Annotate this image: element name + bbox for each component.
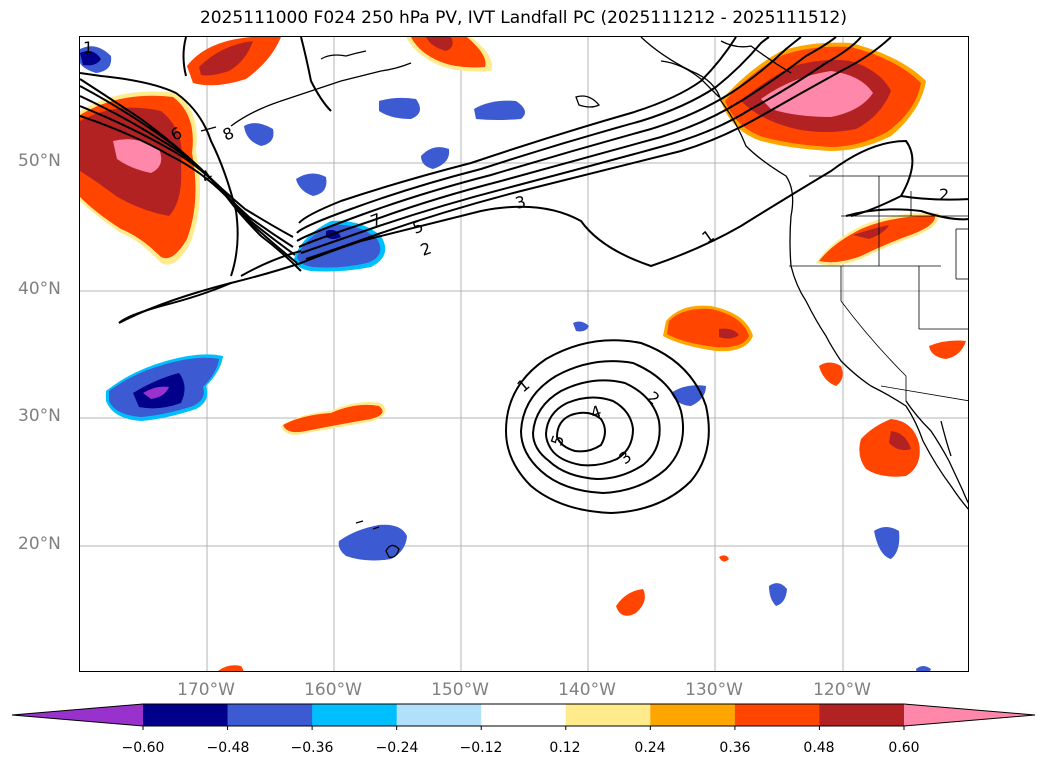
lon-label-130w: 130°W	[685, 680, 743, 700]
contour-label: 1	[83, 38, 93, 57]
ivt-contours-north	[80, 37, 968, 324]
colorbar-tick-labels: −0.60 −0.48 −0.36 −0.24 −0.12 0.12 0.24 …	[122, 740, 920, 756]
colorbar-segments	[11, 703, 1036, 730]
hawaii-island	[385, 544, 400, 558]
pv-patch-socal	[929, 340, 966, 359]
lon-label-170w: 170°W	[177, 680, 235, 700]
colorbar-tick-label: 0.12	[549, 740, 580, 756]
contour-label: 2	[939, 185, 949, 204]
state-borders	[789, 175, 968, 402]
contour-label: 3	[615, 447, 635, 468]
aleutian-islands	[230, 62, 412, 127]
lon-label-160w: 160°W	[304, 680, 362, 700]
lon-label-140w: 140°W	[558, 680, 616, 700]
contour-label: 4	[588, 401, 604, 422]
contour-label: 2	[643, 388, 663, 409]
contour-label: 1	[513, 375, 533, 396]
positive-anomaly-patches	[80, 37, 966, 671]
colorbar-tick-label: −0.60	[122, 740, 165, 756]
colorbar-segment	[396, 704, 482, 726]
lon-label-120w: 120°W	[813, 680, 871, 700]
ivt-contours-subtropical	[504, 339, 710, 515]
contour-label: 3	[513, 192, 528, 213]
colorbar-segment	[819, 704, 905, 726]
coastlines	[200, 37, 968, 558]
negative-anomaly-patches	[80, 46, 931, 671]
colorbar-segment	[650, 704, 736, 726]
contour-ring-5	[555, 411, 606, 453]
lat-label-50n: 50°N	[18, 151, 61, 171]
contour-label: 2	[418, 238, 434, 259]
contour-ring-2	[519, 360, 685, 495]
colorbar-tick-label: 0.48	[803, 740, 834, 756]
map-title: 2025111000 F024 250 hPa PV, IVT Landfall…	[199, 8, 847, 28]
lat-label-30n: 30°N	[18, 406, 61, 426]
colorbar-tick-label: −0.12	[460, 740, 503, 756]
colorbar-tick-label: −0.36	[291, 740, 334, 756]
baja-peninsula	[905, 400, 968, 504]
colorbar-tick-label: 0.36	[719, 740, 750, 756]
colorbar-segment	[734, 704, 820, 726]
contour-1-west	[80, 72, 239, 277]
north-america-coast	[640, 37, 968, 510]
colorbar-segment	[143, 704, 229, 726]
colorbar-segment	[481, 704, 567, 726]
colorbar-tick-label: −0.24	[376, 740, 419, 756]
lon-label-150w: 150°W	[431, 680, 489, 700]
colorbar-tick-label: 0.24	[634, 740, 665, 756]
lat-label-40n: 40°N	[18, 279, 61, 299]
map-plot-area: 1 6 8 4 7 5 2 3 1 2 1 2 4 5 3	[79, 36, 969, 672]
pv-patch-baja	[859, 419, 920, 477]
map-canvas: 1 6 8 4 7 5 2 3 1 2 1 2 4 5 3	[80, 37, 968, 671]
lat-label-20n: 20°N	[18, 534, 61, 554]
contour-1-outer	[118, 139, 914, 324]
contour-ring-3	[531, 379, 661, 481]
contour-ring-1	[504, 339, 710, 515]
colorbar-extend-min	[12, 704, 143, 726]
contour-label: 7	[368, 209, 384, 230]
colorbar-extend-max	[904, 704, 1035, 726]
colorbar-tick-label: −0.48	[207, 740, 250, 756]
colorbar-segment	[227, 704, 313, 726]
contour-label: 8	[220, 123, 237, 145]
colorbar-segment	[565, 704, 651, 726]
colorbar-tick-label: 0.60	[888, 740, 919, 756]
colorbar: −0.60 −0.48 −0.36 −0.24 −0.12 0.12 0.24 …	[11, 703, 1036, 756]
colorbar-segment	[312, 704, 398, 726]
contour-ring-4	[544, 396, 635, 467]
